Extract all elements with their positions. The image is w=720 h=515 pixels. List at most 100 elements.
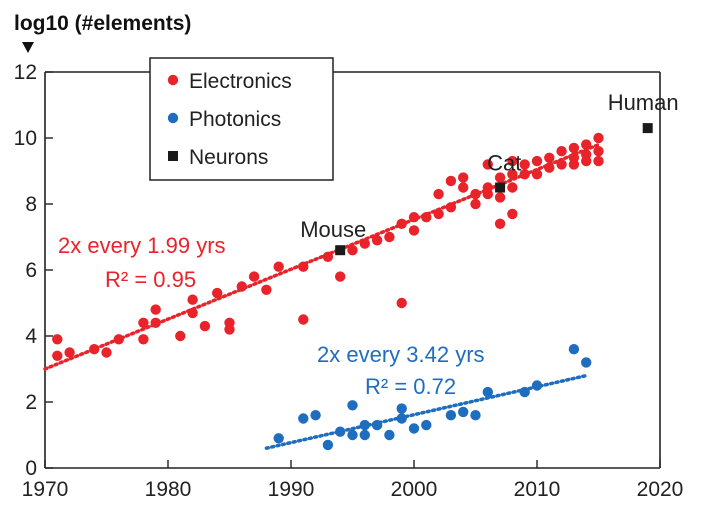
electronics-point: [64, 347, 75, 358]
electronics-point: [531, 169, 543, 180]
x-tick-label: 1970: [22, 478, 69, 501]
photonics-point: [568, 344, 580, 355]
electronics-point: [433, 208, 444, 220]
electronics-point: [371, 235, 383, 246]
legend-box: [149, 57, 334, 181]
photonics-point: [335, 426, 346, 437]
electronics-point: [458, 172, 469, 183]
electronics-point: [593, 132, 604, 144]
electronics-point: [593, 155, 604, 167]
electronics-point: [175, 330, 186, 342]
fit-annotation-r2: R² = 0.95: [105, 267, 196, 292]
electronics-point: [507, 155, 518, 167]
photonics-point: [347, 400, 358, 411]
electronics-point: [359, 238, 370, 249]
electronics-point: [187, 294, 198, 305]
electronics-point: [556, 159, 567, 170]
y-tick-label: 12: [14, 61, 37, 84]
x-tick-label: 2020: [637, 478, 684, 501]
electronics-point: [544, 152, 555, 163]
legend-label-electronics: Electronics: [189, 70, 292, 93]
photonics-point: [359, 429, 370, 441]
fit-annotation-rate: 2x every 1.99 yrs: [58, 233, 226, 258]
x-tick-label: 1990: [268, 478, 315, 501]
legend-label-photonics: Photonics: [189, 108, 281, 131]
annotations: Mouse Cat Human 2x every 1.99 yrs R² = 0.95 2…: [58, 90, 679, 399]
neurons-point: [495, 182, 506, 193]
photonics-point: [581, 357, 592, 368]
y-tick-label: 10: [14, 127, 37, 150]
electronics-point: [445, 175, 457, 187]
photonics-point: [298, 413, 309, 424]
photonics-point: [445, 410, 457, 421]
photonics-point: [347, 429, 358, 441]
electronics-point: [581, 155, 592, 167]
electronics-point: [519, 169, 530, 180]
legend: Electronics Photonics Neurons: [149, 57, 334, 181]
electronics-point: [335, 271, 346, 282]
electronics-point: [298, 314, 309, 325]
electronics-point: [273, 261, 284, 272]
y-tick-label: 8: [25, 193, 37, 216]
y-tick-label: 0: [25, 457, 37, 480]
electronics-point: [445, 202, 457, 213]
electronics-point: [482, 159, 493, 170]
photonics-point: [273, 433, 284, 444]
electronics-point: [421, 212, 432, 223]
electronics-point: [52, 334, 63, 345]
electronics-point: [568, 142, 580, 154]
electronics-point: [199, 320, 211, 332]
electronics-point: [470, 188, 481, 200]
down-arrow-icon: [22, 42, 34, 53]
y-tick-label: 2: [25, 391, 37, 414]
photonics-point: [310, 410, 321, 421]
photonics-point: [371, 419, 383, 431]
electronics-point: [556, 146, 567, 157]
neuron-label-cat: Cat: [487, 151, 521, 176]
electronics-point: [150, 317, 161, 328]
electronics-point: [150, 304, 161, 315]
electronics-point: [581, 139, 592, 150]
legend-marker-photonics: [167, 112, 179, 124]
photonics-point: [421, 419, 432, 431]
x-tick-label: 1980: [145, 478, 192, 501]
axes: 0 2 4 6 8 10 12 1970 1980 1990 2000 2010 2020: [14, 61, 684, 501]
electronics-point: [593, 146, 604, 157]
electronics-point: [433, 188, 444, 200]
electronics-point: [482, 182, 493, 193]
fit-annotation-rate: 2x every 3.42 yrs: [317, 342, 485, 367]
electronics-point: [138, 317, 149, 328]
electronics-point: [519, 159, 530, 170]
electronics-point: [507, 208, 518, 220]
electronics-point: [396, 218, 407, 229]
electronics-point: [248, 271, 260, 282]
electronics-point: [458, 182, 469, 193]
electronics-point: [568, 152, 580, 163]
photonics-point: [359, 419, 370, 431]
electronics-point: [138, 334, 149, 345]
electronics-point: [322, 251, 334, 262]
electronics-point: [224, 317, 235, 328]
legend-marker-neurons: [168, 151, 178, 161]
y-tick-label: 4: [25, 325, 37, 348]
fit-annotation-r2: R² = 0.72: [365, 374, 456, 399]
legend-marker-electronics: [167, 74, 179, 86]
fit-line-electronics: [43, 142, 601, 371]
legend-label-neurons: Neurons: [189, 146, 268, 169]
electronics-point: [298, 261, 309, 272]
electronics-point: [212, 287, 223, 299]
neuron-label-mouse: Mouse: [300, 217, 366, 242]
electronics-point: [408, 212, 420, 223]
electronics-point: [236, 281, 247, 292]
neuron-label-human: Human: [608, 90, 679, 115]
photonics-point: [531, 380, 543, 391]
electronics-point: [544, 162, 555, 173]
electronics-point: [261, 284, 272, 295]
electronics-point: [494, 172, 506, 183]
photonics-point: [458, 406, 469, 418]
photonics-point: [519, 386, 530, 398]
photonics-point: [408, 423, 420, 434]
electronics-point: [507, 169, 518, 180]
x-tick-label: 2010: [514, 478, 561, 501]
